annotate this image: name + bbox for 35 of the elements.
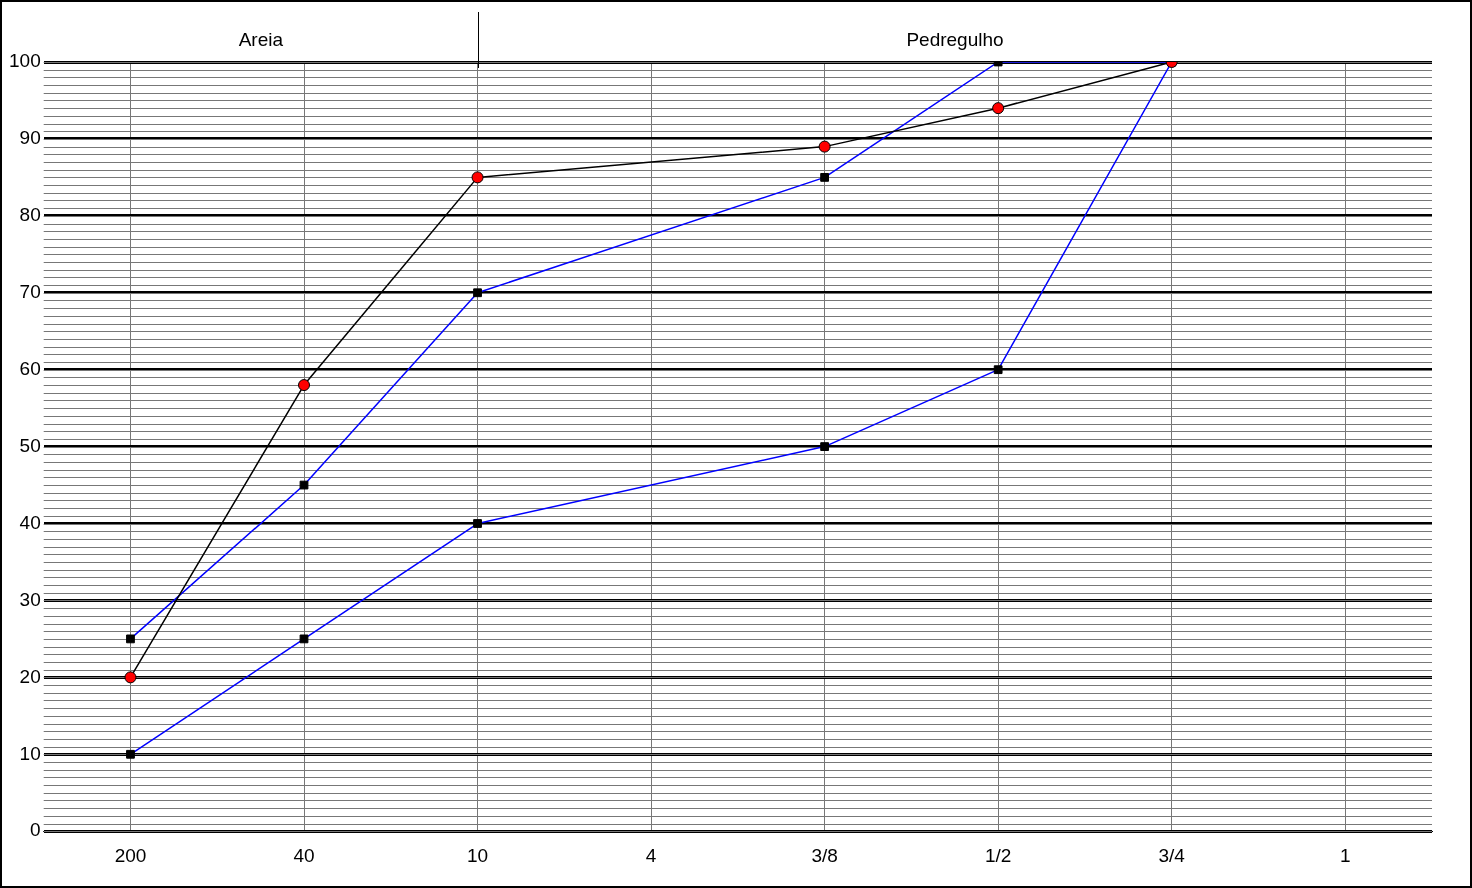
point <box>993 365 1003 375</box>
y-tick-label: 70 <box>19 280 41 302</box>
y-tick-label: 90 <box>19 127 41 149</box>
point <box>820 442 830 451</box>
y-tick-label: 80 <box>19 204 41 226</box>
point <box>471 171 484 184</box>
x-tick-label: 3/8 <box>811 844 838 866</box>
point <box>298 379 311 392</box>
x-tick-label: 1/2 <box>984 844 1012 866</box>
text: Areia <box>237 28 284 52</box>
point <box>473 519 482 528</box>
point <box>473 288 482 298</box>
point <box>124 671 137 684</box>
y-tick-label: 10 <box>19 742 41 764</box>
y-tick-label: 60 <box>19 357 41 379</box>
y-tick-label: 0 <box>30 819 41 841</box>
x-tick-label: 10 <box>466 844 489 866</box>
y-tick-label: 30 <box>19 588 41 610</box>
y-tick-label: 40 <box>19 511 41 533</box>
x-tick-label: 4 <box>645 844 657 866</box>
point <box>992 102 1005 115</box>
point <box>820 172 830 182</box>
point <box>299 634 309 644</box>
point <box>299 480 309 490</box>
x-tick-label: 3/4 <box>1158 844 1186 866</box>
y-tick-label: 100 <box>9 50 41 72</box>
y-tick-label: 20 <box>19 665 41 687</box>
x-tick-label: 200 <box>114 844 147 866</box>
y-tick-label: 50 <box>19 434 41 456</box>
point <box>818 140 831 153</box>
x-tick-label: 1 <box>1339 844 1351 866</box>
point <box>126 634 135 644</box>
point <box>126 749 135 759</box>
x-tick-label: 40 <box>293 844 315 866</box>
text: Pedregulho <box>905 28 1005 52</box>
